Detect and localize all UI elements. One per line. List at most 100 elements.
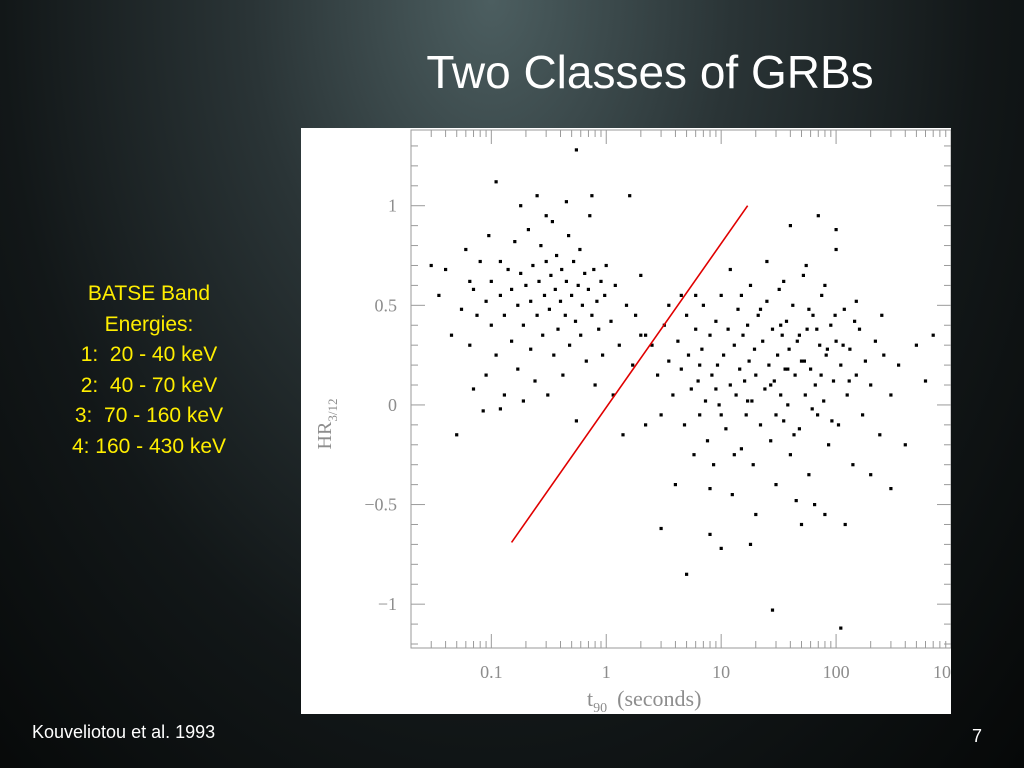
y-tick-label: 1 xyxy=(388,196,397,216)
data-point-long xyxy=(822,399,826,403)
data-point-long xyxy=(794,499,798,503)
data-point-short xyxy=(595,299,599,303)
data-point-long xyxy=(834,247,838,252)
data-point-long xyxy=(744,413,748,417)
data-point-long xyxy=(682,423,687,427)
data-point-long xyxy=(685,313,689,317)
data-point-long xyxy=(667,303,671,307)
data-point-long xyxy=(765,299,769,303)
data-point-long xyxy=(746,323,750,327)
data-point-long xyxy=(811,313,815,317)
data-point-long xyxy=(869,473,873,477)
data-point-long xyxy=(694,327,698,331)
data-point-short xyxy=(564,200,568,204)
data-point-long xyxy=(813,383,817,387)
data-point-long xyxy=(882,353,886,357)
data-point-short xyxy=(513,240,517,244)
data-point-short xyxy=(558,299,563,303)
data-point-short xyxy=(604,263,608,268)
data-point-long xyxy=(848,347,852,351)
data-point-short xyxy=(561,373,565,377)
data-point-short xyxy=(593,383,597,387)
data-point-long xyxy=(696,379,700,383)
data-point-short xyxy=(459,307,464,311)
data-point-long xyxy=(770,608,775,612)
data-point-long xyxy=(732,343,736,347)
data-point-short xyxy=(437,293,441,297)
data-point-long xyxy=(810,407,814,411)
data-point-long xyxy=(726,327,730,331)
data-point-long xyxy=(801,273,805,277)
data-point-long xyxy=(754,373,758,377)
data-point-short xyxy=(478,259,482,264)
data-point-short xyxy=(533,379,537,383)
data-point-short xyxy=(519,204,523,208)
data-point-long xyxy=(748,542,753,546)
data-point-long xyxy=(694,293,698,297)
data-point-long xyxy=(763,387,767,391)
data-point-long xyxy=(805,327,809,331)
data-point-short xyxy=(521,323,525,327)
data-point-long xyxy=(782,279,786,283)
data-point-long xyxy=(750,399,754,403)
data-point-long xyxy=(819,373,823,377)
data-point-long xyxy=(644,423,648,427)
data-point-long xyxy=(719,413,723,417)
data-point-long xyxy=(889,393,893,397)
data-point-short xyxy=(481,409,485,413)
data-point-long xyxy=(770,327,775,331)
data-point-short xyxy=(579,333,583,337)
data-point-long xyxy=(780,333,784,337)
data-point-long xyxy=(708,333,712,337)
data-point-long xyxy=(739,293,743,297)
info-line: BATSE Band xyxy=(87,282,211,305)
data-point-short xyxy=(552,353,556,357)
x-tick-label: 10 xyxy=(712,662,730,682)
data-point-long xyxy=(825,347,829,351)
data-point-short xyxy=(494,180,498,184)
info-line: 1: 20 - 40 keV xyxy=(80,343,218,366)
data-point-short xyxy=(603,293,607,297)
data-point-long xyxy=(724,427,728,431)
data-point-long xyxy=(765,259,769,264)
data-point-short xyxy=(502,313,506,317)
data-point-short xyxy=(573,319,578,323)
data-point-long xyxy=(719,546,723,550)
data-point-long xyxy=(719,293,723,297)
data-point-short xyxy=(519,271,523,275)
data-point-long xyxy=(833,313,837,317)
data-point-short xyxy=(510,287,514,291)
data-point-short xyxy=(572,259,576,264)
data-point-short xyxy=(535,313,539,317)
data-point-long xyxy=(853,319,857,323)
data-point-short xyxy=(576,283,580,287)
data-point-long xyxy=(869,383,873,387)
data-point-long xyxy=(793,373,797,377)
data-point-short xyxy=(526,228,530,232)
data-point-short xyxy=(584,359,588,363)
data-point-short xyxy=(449,333,454,337)
data-point-short xyxy=(621,433,625,437)
data-point-long xyxy=(839,626,843,630)
data-point-long xyxy=(854,373,858,377)
data-point-long xyxy=(754,512,758,517)
data-point-long xyxy=(903,443,907,447)
data-point-long xyxy=(823,283,827,287)
data-point-long xyxy=(748,283,753,287)
data-point-short xyxy=(468,279,472,283)
data-point-long xyxy=(788,453,792,457)
data-point-short xyxy=(597,327,601,331)
data-point-short xyxy=(529,347,533,351)
data-point-long xyxy=(732,453,736,457)
data-point-short xyxy=(634,313,638,317)
data-point-long xyxy=(839,363,843,367)
data-point-short xyxy=(574,419,578,423)
data-point-short xyxy=(537,279,541,283)
data-point-long xyxy=(705,439,710,443)
data-point-long xyxy=(815,327,819,331)
data-point-long xyxy=(829,323,833,327)
data-point-long xyxy=(728,267,732,272)
data-point-long xyxy=(923,379,928,383)
data-point-short xyxy=(586,287,590,291)
data-point-short xyxy=(506,267,510,272)
